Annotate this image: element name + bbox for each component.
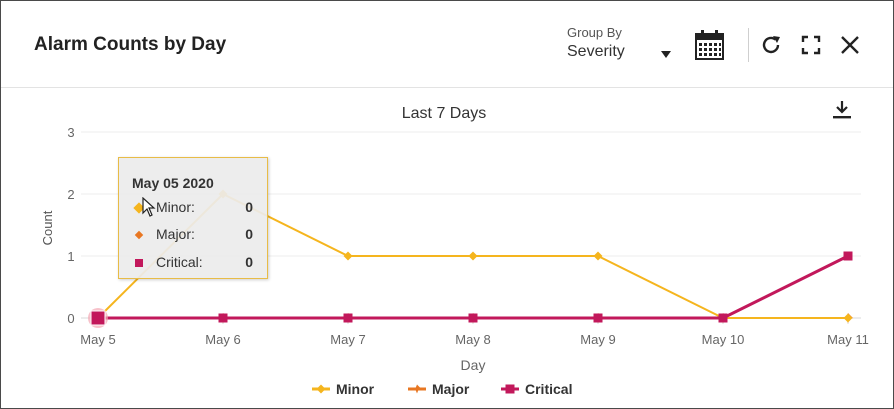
chart-title: Last 7 Days — [402, 105, 486, 122]
major-marker-icon — [134, 230, 144, 240]
x-tick-label: May 8 — [455, 332, 490, 347]
x-tick-label: May 10 — [702, 332, 745, 347]
refresh-icon[interactable] — [760, 34, 782, 56]
chart-series — [88, 189, 853, 328]
legend-item-critical[interactable]: Critical — [501, 381, 572, 397]
tooltip-label: Major: — [156, 226, 195, 242]
calendar-icon[interactable] — [695, 30, 724, 60]
fullscreen-icon[interactable] — [801, 35, 821, 55]
x-tick-label: May 11 — [827, 332, 869, 347]
legend-label: Minor — [336, 381, 375, 397]
tooltip-row-major: Major: 0 — [134, 226, 259, 244]
tooltip-value: 0 — [245, 226, 253, 242]
x-tick-label: May 5 — [80, 332, 115, 347]
y-tick-label: 3 — [67, 125, 74, 140]
hovered-point[interactable] — [90, 310, 106, 326]
mouse-cursor-icon — [142, 197, 156, 217]
data-point-critical[interactable] — [218, 313, 228, 323]
chevron-down-icon — [661, 51, 671, 58]
data-point-critical[interactable] — [468, 313, 478, 323]
data-point-minor[interactable] — [593, 251, 603, 261]
data-point-critical[interactable] — [343, 313, 353, 323]
download-icon[interactable] — [831, 99, 853, 121]
legend-marker-icon[interactable] — [505, 384, 515, 394]
data-point-minor[interactable] — [468, 251, 478, 261]
group-by-select[interactable]: Severity — [567, 43, 675, 65]
tooltip-label: Critical: — [156, 254, 203, 270]
x-tick-label: May 6 — [205, 332, 240, 347]
x-tick-label: May 9 — [580, 332, 615, 347]
data-point-critical[interactable] — [718, 313, 728, 323]
y-tick-label: 0 — [67, 311, 74, 326]
tooltip-value: 0 — [245, 199, 253, 215]
data-point-critical[interactable] — [843, 251, 853, 261]
data-point-minor[interactable] — [343, 251, 353, 261]
tooltip-row-critical: Critical: 0 — [135, 254, 259, 272]
group-by-value: Severity — [567, 43, 625, 60]
legend-item-major[interactable]: Major — [408, 381, 470, 397]
panel-header: Alarm Counts by Day Group By Severity — [1, 1, 893, 88]
legend-label: Major — [432, 381, 470, 397]
header-divider — [748, 28, 749, 62]
data-point-critical[interactable] — [593, 313, 603, 323]
x-tick-label: May 7 — [330, 332, 365, 347]
y-tick-label: 1 — [67, 249, 74, 264]
legend-item-minor[interactable]: Minor — [312, 381, 375, 397]
tooltip-value: 0 — [245, 254, 253, 270]
x-axis-label: Day — [461, 357, 486, 373]
hover-highlight — [88, 308, 108, 328]
tooltip-row-minor: Minor: 0 — [133, 199, 259, 217]
tooltip-label: Minor: — [156, 199, 195, 215]
legend-label: Critical — [525, 381, 572, 397]
group-by-control: Group By Severity — [567, 25, 675, 65]
chart-tooltip: May 05 2020 Minor: 0 Major: 0 Critical: … — [118, 157, 268, 279]
close-icon[interactable] — [840, 35, 860, 55]
y-axis-label: Count — [40, 210, 55, 245]
y-axis-ticks: 0 1 2 3 — [67, 125, 74, 326]
y-tick-label: 2 — [67, 187, 74, 202]
alarm-line-chart: Last 7 Days 0 1 2 3 May 5 May 6 May 7 May 8 May… — [40, 105, 869, 397]
legend-marker-icon[interactable] — [412, 384, 422, 394]
tooltip-date: May 05 2020 — [132, 175, 214, 191]
critical-marker-icon — [135, 259, 143, 267]
data-point-minor[interactable] — [843, 313, 853, 323]
panel-title: Alarm Counts by Day — [34, 34, 227, 55]
group-by-label: Group By — [567, 25, 622, 40]
legend-marker-icon[interactable] — [316, 384, 326, 394]
chart-legend: Minor Major Critical — [312, 381, 572, 397]
